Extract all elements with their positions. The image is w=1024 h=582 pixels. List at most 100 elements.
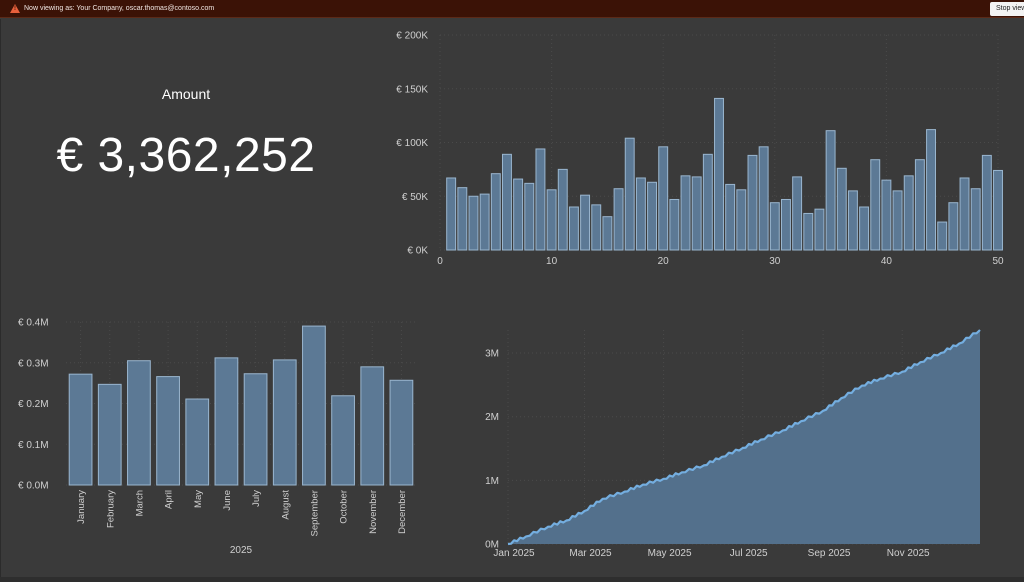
y-tick-label: € 0.2M (18, 399, 49, 410)
bar (591, 204, 602, 251)
y-tick-label: € 0.4M (18, 318, 49, 329)
bar (580, 194, 591, 251)
x-tick-label: October (339, 490, 350, 524)
y-tick-label: € 0.1M (18, 440, 49, 451)
bar (446, 177, 457, 251)
x-tick-label: April (164, 490, 175, 509)
y-tick-label: € 50K (402, 192, 428, 203)
x-tick-label: December (397, 490, 408, 534)
bar (557, 168, 568, 251)
x-tick-label: 0 (437, 256, 443, 267)
bar (331, 395, 355, 486)
bar (825, 130, 836, 251)
bar (803, 212, 814, 251)
bar (814, 208, 825, 251)
impersonation-banner: ! Now viewing as: Your Company, oscar.th… (0, 0, 1024, 18)
bar (524, 182, 535, 251)
y-tick-label: € 100K (396, 138, 428, 149)
bar (127, 360, 151, 486)
bar (243, 373, 268, 486)
x-tick-label: 40 (881, 256, 893, 267)
bar (736, 189, 747, 251)
x-tick-label: 50 (992, 256, 1004, 267)
series-line (507, 329, 981, 546)
bar (981, 154, 992, 251)
bar (490, 173, 501, 251)
bar (669, 198, 680, 251)
bar (792, 176, 803, 251)
bottom-rule (0, 577, 1024, 582)
card-title: Amount (161, 86, 211, 102)
bar (214, 357, 239, 486)
bar (468, 195, 479, 251)
bar (680, 175, 691, 251)
bar (937, 221, 948, 251)
bar (948, 202, 959, 251)
y-tick-label: € 150K (396, 84, 428, 95)
bar (457, 187, 468, 251)
y-tick-label: 1M (485, 476, 499, 487)
x-tick-label: May 2025 (648, 548, 692, 559)
bar (747, 154, 758, 251)
bar (892, 190, 903, 251)
banner-message: Now viewing as: Your Company, oscar.thom… (24, 5, 215, 12)
bar (780, 198, 791, 251)
bar (993, 169, 1003, 251)
area-chart-cumulative: 0M 1M 2M 3M Jan 2025 Mar 2025 May 2025 Jul 2025… (485, 329, 981, 559)
bar (501, 153, 512, 251)
x-tick-label: June (222, 490, 233, 511)
bar (302, 325, 326, 486)
x-tick-label: Mar 2025 (569, 548, 612, 559)
bar (859, 206, 870, 251)
warning-triangle-icon: ! (10, 4, 20, 13)
x-tick-label: July (251, 490, 262, 507)
bar (658, 146, 669, 251)
x-tick-label: Jan 2025 (493, 548, 535, 559)
bar (479, 193, 490, 251)
stop-viewing-button[interactable]: Stop view (990, 2, 1024, 16)
bar (959, 177, 970, 251)
bar (513, 178, 524, 251)
x-tick-label: Nov 2025 (887, 548, 930, 559)
x-tick-label: February (105, 490, 116, 528)
bar (714, 97, 724, 251)
bar (546, 189, 557, 251)
bar-chart-top: € 0K € 50K € 100K € 150K € 200K 0 10 20 30 40 50 (396, 31, 1004, 268)
x-tick-label: May (193, 490, 204, 508)
x-tick-label: March (134, 490, 145, 516)
bar (568, 206, 579, 251)
bar (914, 159, 925, 251)
bar (647, 181, 658, 251)
y-tick-label: € 0.0M (18, 481, 49, 492)
x-tick-label: November (368, 490, 379, 534)
bar (97, 383, 122, 486)
bar (769, 202, 780, 251)
report-canvas (0, 19, 1024, 582)
bar (624, 137, 635, 251)
bar (602, 216, 613, 251)
bar-chart-monthly: € 0.0M € 0.1M € 0.2M € 0.3M € 0.4M January Feb… (18, 318, 416, 556)
x-tick-label: 30 (769, 256, 781, 267)
x-tick-label: September (309, 490, 320, 536)
bar (535, 148, 546, 251)
y-tick-label: 3M (485, 349, 499, 360)
bar (725, 183, 736, 251)
y-tick-label: 2M (485, 412, 499, 423)
bar (758, 146, 769, 251)
bar (836, 167, 847, 251)
bar (926, 129, 937, 251)
bar (847, 190, 858, 251)
x-tick-label: August (280, 490, 291, 520)
bar (702, 153, 713, 251)
bar (156, 376, 180, 486)
bar (903, 175, 914, 251)
bar (360, 366, 385, 486)
x-tick-label: 20 (658, 256, 670, 267)
x-tick-label: January (76, 490, 87, 524)
x-tick-label: Jul 2025 (730, 548, 768, 559)
bar (881, 179, 892, 251)
bar (870, 159, 881, 251)
bar (389, 379, 414, 486)
bar (635, 177, 646, 251)
